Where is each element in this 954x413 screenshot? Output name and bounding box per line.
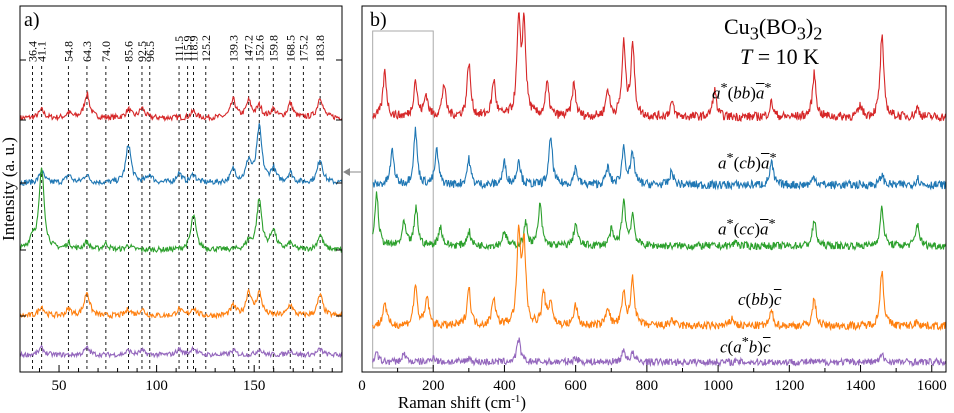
panel-b-traces [372,12,947,368]
marker-label: 159.8 [266,35,280,62]
marker-label: 183.8 [313,35,327,62]
panel-a-label: a) [24,9,40,31]
panel-b-tick-label: 1400 [846,378,876,394]
marker-label: 54.8 [61,41,75,62]
connector-arrow [343,168,362,176]
marker-label: 85.6 [122,41,136,62]
panel-b-tick-label: 1200 [774,378,804,394]
panel-a-tick-label: 150 [243,378,266,394]
panel-b-tick-label: 200 [422,378,445,394]
marker-label: 111.5 [172,36,186,62]
panel-a-frame [19,5,343,373]
inset-range-box [372,30,434,369]
panel-b-tick-label: 0 [358,378,366,394]
panel-b-tick-label: 400 [493,378,516,394]
panel-a-ticks: 50 100 150 [19,59,342,394]
panel-a-trace-0 [19,91,343,122]
marker-label: 64.3 [80,41,94,62]
panel-a-tick-label: 50 [52,378,67,394]
x-axis-label: Raman shift (cm-1) [398,393,526,412]
panel-a: 36.441.1 54.8 64.3 74.0 85.6 92.596.5 111.5115… [19,5,343,394]
panel-b-trace-2 [372,191,947,251]
panel-b-tick-label: 1600 [917,378,947,394]
panel-b-trace-0 [372,12,947,122]
panel-a-trace-2 [19,167,343,254]
panel-b-tick-label: 800 [636,378,659,394]
panel-a-trace-1 [19,123,343,187]
y-axis-label: Intensity (a. u.) [0,137,18,241]
marker-label: 168.5 [283,35,297,62]
panel-a-traces [19,91,343,359]
marker-label: 74.0 [99,41,113,62]
panel-b-tick-label: 600 [564,378,587,394]
panel-a-trace-3 [19,288,343,320]
marker-label: 115.9 [181,35,195,62]
marker-label: 175.2 [296,35,310,62]
panel-b-ticks: 0 200 400 600 800 1000 1200 1400 1600 [358,365,947,394]
marker-label: 118.9 [186,35,200,62]
panel-a-tick-label: 100 [145,378,168,394]
marker-label: 152.6 [252,35,266,62]
panel-b-trace-1 [372,126,947,191]
marker-label: 125.2 [199,35,213,62]
panel-b-trace-4 [372,337,947,368]
marker-label: 41.1 [35,41,49,62]
panel-b: 0 200 400 600 800 1000 1200 1400 1600 b) [358,5,947,394]
panel-b-trace-3 [372,224,947,332]
marker-label: 139.3 [226,35,240,62]
marker-label: 36.4 [25,41,39,62]
marker-label: 92.5 [135,41,149,62]
marker-label: 96.5 [143,41,157,62]
panel-a-vertical-markers: 36.441.1 54.8 64.3 74.0 85.6 92.596.5 111.5115… [25,35,327,372]
panel-b-tick-label: 1000 [703,378,733,394]
panel-b-label: b) [370,9,387,31]
panel-a-trace-4 [19,344,343,359]
panel-b-frame [361,5,947,373]
marker-label: 147.2 [242,35,256,62]
